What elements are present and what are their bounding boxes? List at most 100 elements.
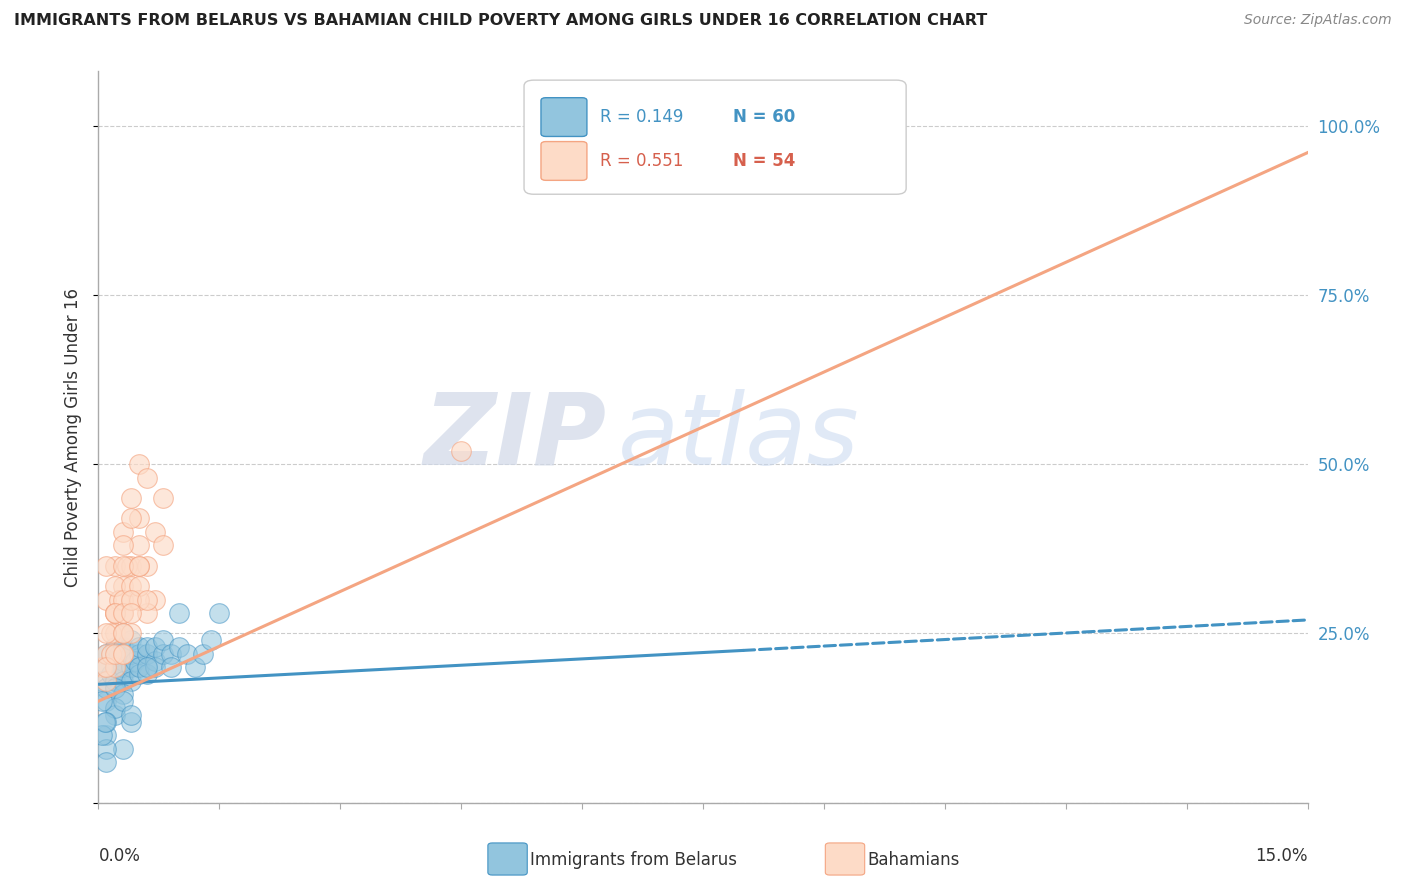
Point — [143, 640, 166, 654]
Text: Bahamians: Bahamians — [868, 851, 960, 869]
Point — [103, 558, 125, 573]
Text: 15.0%: 15.0% — [1256, 847, 1308, 864]
Point — [103, 701, 125, 715]
Point — [103, 707, 125, 722]
Point — [167, 640, 190, 654]
Point — [111, 694, 134, 708]
Point — [96, 714, 118, 729]
Point — [103, 626, 125, 640]
Point — [135, 592, 157, 607]
Point — [111, 626, 134, 640]
Point — [160, 660, 183, 674]
Point — [128, 640, 150, 654]
Point — [184, 660, 207, 674]
Point — [111, 667, 134, 681]
Point — [120, 707, 142, 722]
Point — [152, 633, 174, 648]
Point — [96, 694, 118, 708]
Point — [135, 667, 157, 681]
Point — [111, 558, 134, 573]
Point — [111, 647, 134, 661]
Point — [91, 673, 114, 688]
Point — [111, 660, 134, 674]
Point — [111, 538, 134, 552]
Point — [135, 606, 157, 620]
Point — [100, 626, 122, 640]
FancyBboxPatch shape — [541, 98, 586, 136]
Point — [103, 647, 125, 661]
Point — [111, 626, 134, 640]
Point — [96, 647, 118, 661]
Point — [111, 640, 134, 654]
Point — [135, 471, 157, 485]
Point — [96, 660, 118, 674]
Text: N = 60: N = 60 — [734, 109, 796, 127]
Point — [120, 592, 142, 607]
Point — [111, 592, 134, 607]
Point — [103, 606, 125, 620]
Text: R = 0.149: R = 0.149 — [600, 109, 683, 127]
Point — [160, 647, 183, 661]
Point — [200, 633, 222, 648]
Point — [128, 660, 150, 674]
Point — [128, 538, 150, 552]
Text: Immigrants from Belarus: Immigrants from Belarus — [530, 851, 737, 869]
Point — [152, 538, 174, 552]
Point — [120, 579, 142, 593]
Point — [100, 667, 122, 681]
Point — [91, 694, 114, 708]
Point — [111, 606, 134, 620]
Point — [96, 755, 118, 769]
Point — [143, 654, 166, 668]
Point — [135, 640, 157, 654]
Point — [143, 524, 166, 539]
Point — [128, 579, 150, 593]
Point — [103, 606, 125, 620]
Point — [120, 647, 142, 661]
Point — [100, 647, 122, 661]
Point — [103, 579, 125, 593]
Point — [176, 647, 198, 661]
FancyBboxPatch shape — [541, 142, 586, 180]
Point — [120, 592, 142, 607]
Point — [111, 688, 134, 702]
Point — [111, 606, 134, 620]
Point — [111, 654, 134, 668]
Point — [103, 673, 125, 688]
Point — [135, 660, 157, 674]
Point — [111, 626, 134, 640]
Text: N = 54: N = 54 — [734, 153, 796, 170]
Point — [128, 647, 150, 661]
Point — [96, 681, 118, 695]
Point — [111, 579, 134, 593]
Text: IMMIGRANTS FROM BELARUS VS BAHAMIAN CHILD POVERTY AMONG GIRLS UNDER 16 CORRELATI: IMMIGRANTS FROM BELARUS VS BAHAMIAN CHIL… — [14, 13, 987, 29]
Point — [120, 558, 142, 573]
Point — [208, 606, 231, 620]
Point — [450, 443, 472, 458]
Point — [120, 606, 142, 620]
Point — [124, 654, 146, 668]
Point — [120, 714, 142, 729]
Point — [120, 660, 142, 674]
Point — [103, 654, 125, 668]
Point — [111, 673, 134, 688]
Point — [128, 511, 150, 525]
Point — [107, 647, 129, 661]
Point — [96, 660, 118, 674]
Point — [111, 741, 134, 756]
FancyBboxPatch shape — [524, 80, 905, 194]
Point — [96, 741, 118, 756]
Point — [94, 714, 117, 729]
Point — [128, 592, 150, 607]
Text: ZIP: ZIP — [423, 389, 606, 485]
Point — [96, 728, 118, 742]
Point — [167, 606, 190, 620]
Point — [128, 457, 150, 471]
Point — [107, 592, 129, 607]
Point — [103, 660, 125, 674]
Point — [103, 640, 125, 654]
Point — [128, 667, 150, 681]
Point — [111, 647, 134, 661]
Point — [111, 524, 134, 539]
Point — [120, 633, 142, 648]
